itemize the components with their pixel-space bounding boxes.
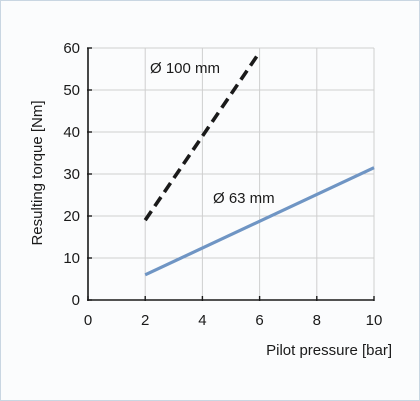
- x-tick-label: 0: [84, 312, 92, 329]
- y-tick-label: 20: [63, 208, 80, 225]
- x-tick-label: 8: [313, 312, 321, 329]
- series-labels: Ø 100 mm Ø 63 mm: [150, 60, 275, 207]
- grid: [88, 47, 375, 300]
- y-tick-label: 40: [63, 124, 80, 141]
- axes: [87, 47, 375, 301]
- x-tick-label: 10: [366, 312, 383, 329]
- x-tick-label: 4: [198, 312, 206, 329]
- y-tick-label: 30: [63, 166, 80, 183]
- x-tick-label: 2: [141, 312, 149, 329]
- tick-labels: 0 2 4 6 8 10 0 10 20 30 40 50 60: [63, 40, 382, 329]
- series-line-2: [144, 166, 375, 277]
- series-label-1: Ø 100 mm: [150, 60, 220, 77]
- y-tick-label: 50: [63, 82, 80, 99]
- y-tick-label: 0: [72, 292, 80, 309]
- series-label-2: Ø 63 mm: [213, 190, 275, 207]
- y-axis-title: Resulting torque [Nm]: [29, 100, 46, 245]
- y-tick-label: 10: [63, 250, 80, 267]
- x-axis-title: Pilot pressure [bar]: [266, 342, 392, 359]
- y-tick-label: 60: [63, 40, 80, 57]
- x-tick-label: 6: [255, 312, 263, 329]
- series-lines: [143, 51, 375, 277]
